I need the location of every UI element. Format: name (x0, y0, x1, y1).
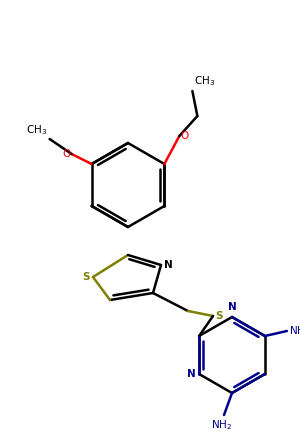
Text: O: O (180, 131, 189, 141)
Text: NH$_2$: NH$_2$ (212, 418, 233, 432)
Text: O: O (62, 149, 70, 159)
Text: S: S (82, 272, 90, 282)
Text: N: N (228, 302, 236, 312)
Text: N: N (187, 369, 196, 379)
Text: N: N (164, 260, 173, 270)
Text: CH$_3$: CH$_3$ (26, 123, 48, 137)
Text: NH$_2$: NH$_2$ (289, 324, 300, 338)
Text: CH$_3$: CH$_3$ (194, 74, 216, 88)
Text: S: S (215, 311, 223, 321)
